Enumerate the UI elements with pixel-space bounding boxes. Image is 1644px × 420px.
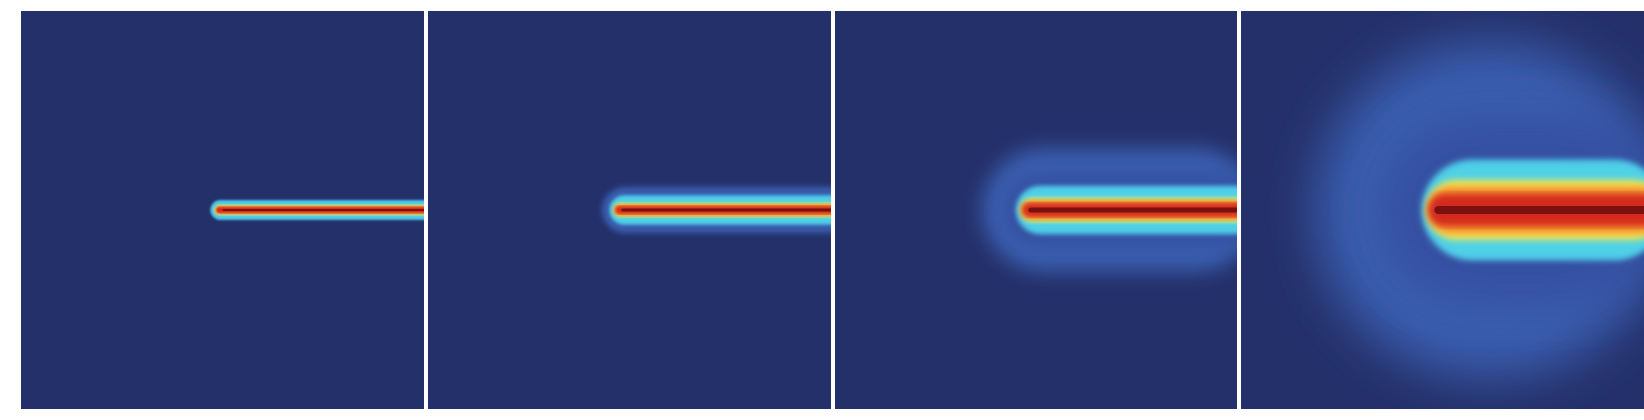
heatmap-core-dark (1027, 207, 1238, 213)
heatmap-panel-4-plot (1241, 11, 1644, 409)
heatmap-panel-3 (834, 11, 1238, 409)
heatmap-core-dark (222, 209, 424, 211)
heatmap-panel-strip (21, 11, 1644, 409)
heatmap-panel-4 (1241, 11, 1644, 409)
heatmap-core-dark (1434, 206, 1644, 214)
heatmap-panel-1-plot (21, 11, 424, 409)
heatmap-panel-3-plot (834, 11, 1238, 409)
heatmap-panel-2-plot (427, 11, 831, 409)
heatmap-panel-2 (427, 11, 831, 409)
heatmap-panel-1 (21, 11, 424, 409)
heatmap-core-dark (621, 208, 831, 212)
